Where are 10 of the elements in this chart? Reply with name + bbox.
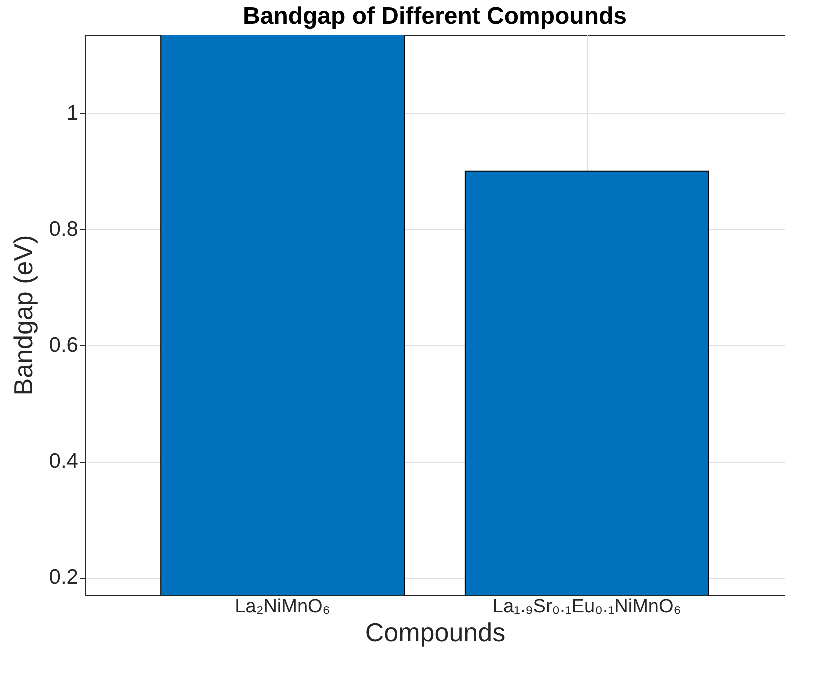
x-tick-label: La₂NiMnO₆ [235, 596, 330, 618]
y-tick-label: 1 [66, 102, 78, 125]
y-tick-label: 0.6 [49, 334, 78, 357]
x-tick-label: La₁.₉Sr₀.₁Eu₀.₁NiMnO₆ [492, 596, 682, 618]
y-tick-label: 0.8 [49, 218, 78, 241]
x-axis-title: Compounds [365, 618, 506, 648]
y-tick-label: 0.4 [49, 450, 79, 474]
y-tick-label: 0.2 [49, 566, 78, 590]
y-axis-title: Bandgap (eV) [8, 235, 38, 396]
chart-title: Bandgap of Different Compounds [243, 3, 627, 30]
